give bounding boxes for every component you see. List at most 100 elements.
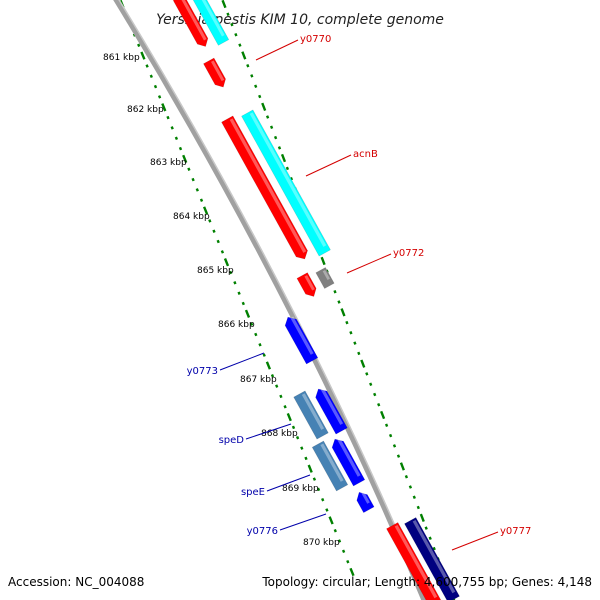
outer-tick [285,166,290,171]
outer-tick [226,12,230,17]
inner-tick [241,301,245,306]
inner-tick [316,487,321,492]
gene-label-y0776[interactable]: y0776 [247,526,278,537]
outer-tick [221,0,227,9]
inner-tick [328,516,334,525]
inner-tick [220,250,225,254]
outer-tick [365,372,369,376]
outer-tick [337,300,341,304]
outer-tick [392,444,397,448]
gene-label-y0770[interactable]: y0770 [300,34,331,45]
inner-tick [300,446,304,450]
gene-label-leader [279,513,327,531]
inner-tick [202,206,209,215]
outer-tick [388,433,393,438]
inner-tick [254,332,258,337]
outer-tick [238,43,242,47]
inner-tick [275,384,279,388]
inner-tick [170,126,174,130]
gene-y0773-cds [284,316,319,365]
inner-tick [262,353,266,357]
gene-labels: y0770 acnB y0772 y0773 speD speE y0776 y0777 [187,34,531,551]
outer-tick-track [221,0,456,600]
tick-label: 870 kbp [303,538,340,548]
inner-tick [349,567,355,577]
inner-tick [161,103,167,112]
outer-tick [377,403,381,407]
gene-label-y0773[interactable]: y0773 [187,366,218,377]
gene-label-leader [245,423,292,440]
inner-tick [237,291,241,295]
gene-label-acnB[interactable]: acnB [353,149,378,160]
gene-speE-cds [331,438,366,487]
inner-tick [244,309,251,318]
inner-tick-track [119,0,355,577]
gene-y0776-cds [356,491,375,514]
tick-label: 863 kbp [150,158,187,168]
inner-tick [333,528,337,533]
inner-tick [182,154,188,164]
tick-label: 866 kbp [218,320,255,330]
tick-labels: 861 kbp 862 kbp 863 kbp 864 kbp 865 kbp 866 k… [103,53,340,548]
outer-tick [250,74,254,78]
inner-tick [265,361,272,370]
outer-tick [404,474,409,479]
inner-tick [295,435,300,440]
gene-label-leader [451,531,499,551]
outer-tick [357,351,361,356]
inner-tick [270,374,275,378]
outer-tick [333,289,337,294]
inner-tick [153,84,158,89]
gene-y0769-feature [190,0,230,46]
gene-y0777-feature [404,517,460,600]
outer-tick [349,331,353,335]
outer-tick [254,84,258,88]
gene-label-leader [255,39,299,61]
outer-tick [340,308,346,317]
inner-tick [178,146,183,151]
inner-tick [166,115,170,120]
tick-label: 861 kbp [103,53,140,63]
gene-label-speE[interactable]: speE [241,487,265,498]
inner-tick [229,270,233,275]
gene-label-y0777[interactable]: y0777 [500,526,531,537]
inner-tick [195,188,199,192]
inner-tick [149,74,153,79]
tick-label: 869 kbp [282,484,319,494]
feature-layer [172,0,460,600]
inner-tick [137,43,141,48]
outer-tick [353,341,357,345]
gene-label-y0772[interactable]: y0772 [393,248,424,259]
gene-label-leader [346,253,392,274]
outer-tick [360,359,366,368]
outer-tick [234,33,238,37]
accession-label: Accession: NC_004088 [8,575,144,589]
inner-tick [341,549,346,554]
inner-tick [191,177,195,182]
inner-tick [312,477,317,481]
gene-label-leader [219,352,265,371]
outer-tick [380,410,386,420]
tick-label: 868 kbp [261,429,298,439]
tick-label: 867 kbp [240,375,277,385]
gene-label-speD[interactable]: speD [219,435,245,446]
inner-tick [212,229,216,233]
topology-label: Topology: circular; Length: 4,600,755 bp… [261,575,592,589]
outer-tick [408,485,413,489]
outer-tick [258,94,262,99]
inner-tick [187,167,191,171]
outer-tick [424,526,428,530]
tick-label: 865 kbp [197,266,234,276]
outer-tick [269,125,274,130]
outer-tick [273,135,278,140]
tick-label: 864 kbp [173,212,210,222]
gene-speE-feature [311,440,349,492]
gene-label-leader [305,154,352,177]
inner-tick [307,464,313,473]
gene-acnB-cds [221,115,308,260]
inner-tick [174,136,179,141]
outer-tick [345,320,349,325]
gene-speD-feature [293,390,329,440]
inner-tick [249,322,254,326]
